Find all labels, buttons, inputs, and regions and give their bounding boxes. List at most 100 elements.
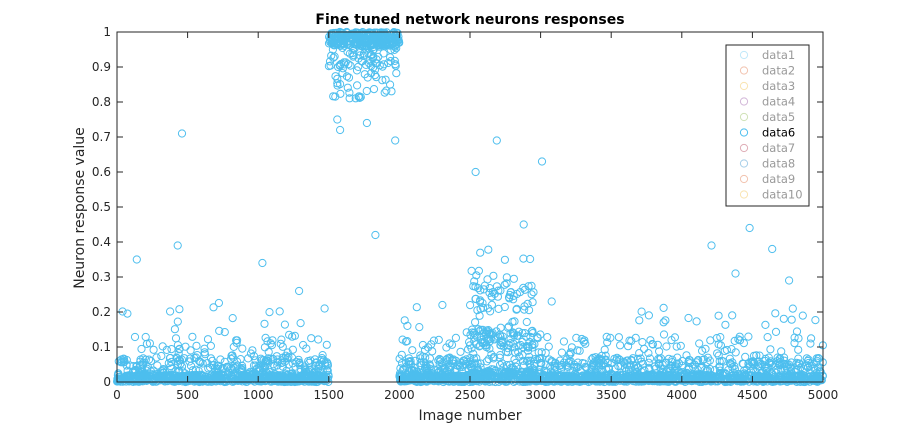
data-point [449, 359, 458, 368]
legend-marker[interactable] [739, 112, 749, 122]
legend-marker[interactable] [739, 66, 749, 75]
y-tick-label: 0.4 [92, 235, 111, 249]
data-point [496, 351, 505, 360]
data-point [370, 71, 380, 80]
data-point [614, 333, 624, 342]
data-point [275, 307, 284, 316]
data-point [382, 86, 391, 95]
data-point [141, 332, 150, 342]
data-point [525, 352, 534, 361]
data-point [320, 377, 329, 386]
data-point [798, 311, 807, 320]
legend-marker[interactable] [739, 97, 749, 106]
data-point [177, 129, 187, 138]
legend-entry[interactable]: data7 [762, 141, 795, 155]
data-point [563, 362, 572, 371]
data-point [705, 373, 714, 382]
data-point [788, 304, 797, 313]
legend-marker[interactable] [739, 174, 749, 184]
data-point [433, 365, 442, 374]
data-point [522, 342, 531, 351]
data-point [648, 370, 657, 380]
data-point [794, 334, 803, 343]
legend-marker[interactable] [739, 128, 749, 137]
legend-marker[interactable] [739, 143, 749, 153]
data-point [752, 351, 761, 360]
data-point [438, 375, 448, 384]
data-point [466, 353, 475, 363]
data-point [646, 336, 655, 345]
data-point [191, 353, 201, 362]
data-point [164, 359, 173, 368]
x-tick-label: 2500 [455, 388, 486, 402]
data-point [728, 363, 737, 372]
y-tick-label: 1 [103, 25, 111, 39]
data-point [258, 258, 267, 268]
legend-marker[interactable] [739, 81, 749, 91]
x-axis-ticks: 0 500 1000 1500 2000 2500 3000 3500 4000 4500 5000 [113, 32, 838, 402]
data-point [547, 356, 556, 365]
data-point [329, 92, 338, 101]
data-point [667, 336, 676, 345]
data-point [714, 340, 723, 349]
legend-entry[interactable]: data6 [762, 126, 795, 140]
data-point [635, 316, 644, 325]
data-point [684, 313, 693, 323]
data-point [162, 345, 171, 354]
data-point [416, 354, 425, 363]
legend-entry[interactable]: data9 [762, 172, 795, 186]
data-point [476, 286, 485, 295]
data-point [205, 363, 215, 372]
data-point [144, 355, 154, 364]
data-point [168, 373, 177, 382]
data-point [705, 372, 714, 381]
data-point [750, 371, 759, 380]
data-point [506, 288, 516, 297]
data-point [409, 371, 418, 380]
legend-entry[interactable]: data2 [762, 64, 795, 78]
data-point [528, 298, 537, 307]
data-point [421, 360, 430, 369]
data-point [362, 118, 371, 128]
legend-marker[interactable] [739, 190, 749, 199]
data-point [328, 37, 337, 46]
data-point [806, 339, 815, 348]
data-point [777, 347, 786, 356]
data-point [171, 334, 181, 343]
data-point [787, 315, 796, 324]
data-point [471, 294, 480, 303]
data-point [697, 363, 706, 372]
data-point [194, 366, 203, 376]
y-tick-label: 0.1 [92, 340, 111, 354]
legend-marker[interactable] [739, 159, 749, 168]
data-point [707, 241, 716, 250]
data-point [200, 376, 209, 385]
data-point [170, 325, 179, 334]
data-point [519, 361, 529, 370]
data-point [369, 85, 379, 94]
legend-entry[interactable]: data10 [762, 188, 803, 202]
data-point [637, 357, 646, 366]
data-point [456, 347, 465, 356]
data-point [631, 333, 640, 342]
legend-entry[interactable]: data4 [762, 95, 795, 109]
data-point [778, 375, 787, 384]
data-point [371, 230, 380, 240]
data-point [755, 362, 764, 371]
data-point [471, 318, 480, 327]
data-point [741, 370, 750, 379]
legend-entry[interactable]: data8 [762, 157, 795, 171]
data-point [511, 376, 520, 385]
legend-entry[interactable]: data5 [762, 110, 795, 124]
legend-entry[interactable]: data1 [762, 48, 795, 62]
data-point [524, 343, 533, 352]
data-point [228, 314, 237, 323]
data-point [745, 223, 754, 233]
data-point [232, 362, 241, 371]
legend-marker[interactable] [739, 50, 749, 60]
data-point [283, 348, 292, 357]
legend-entry[interactable]: data3 [762, 79, 795, 93]
data-point [442, 343, 451, 352]
data-point [435, 366, 444, 375]
